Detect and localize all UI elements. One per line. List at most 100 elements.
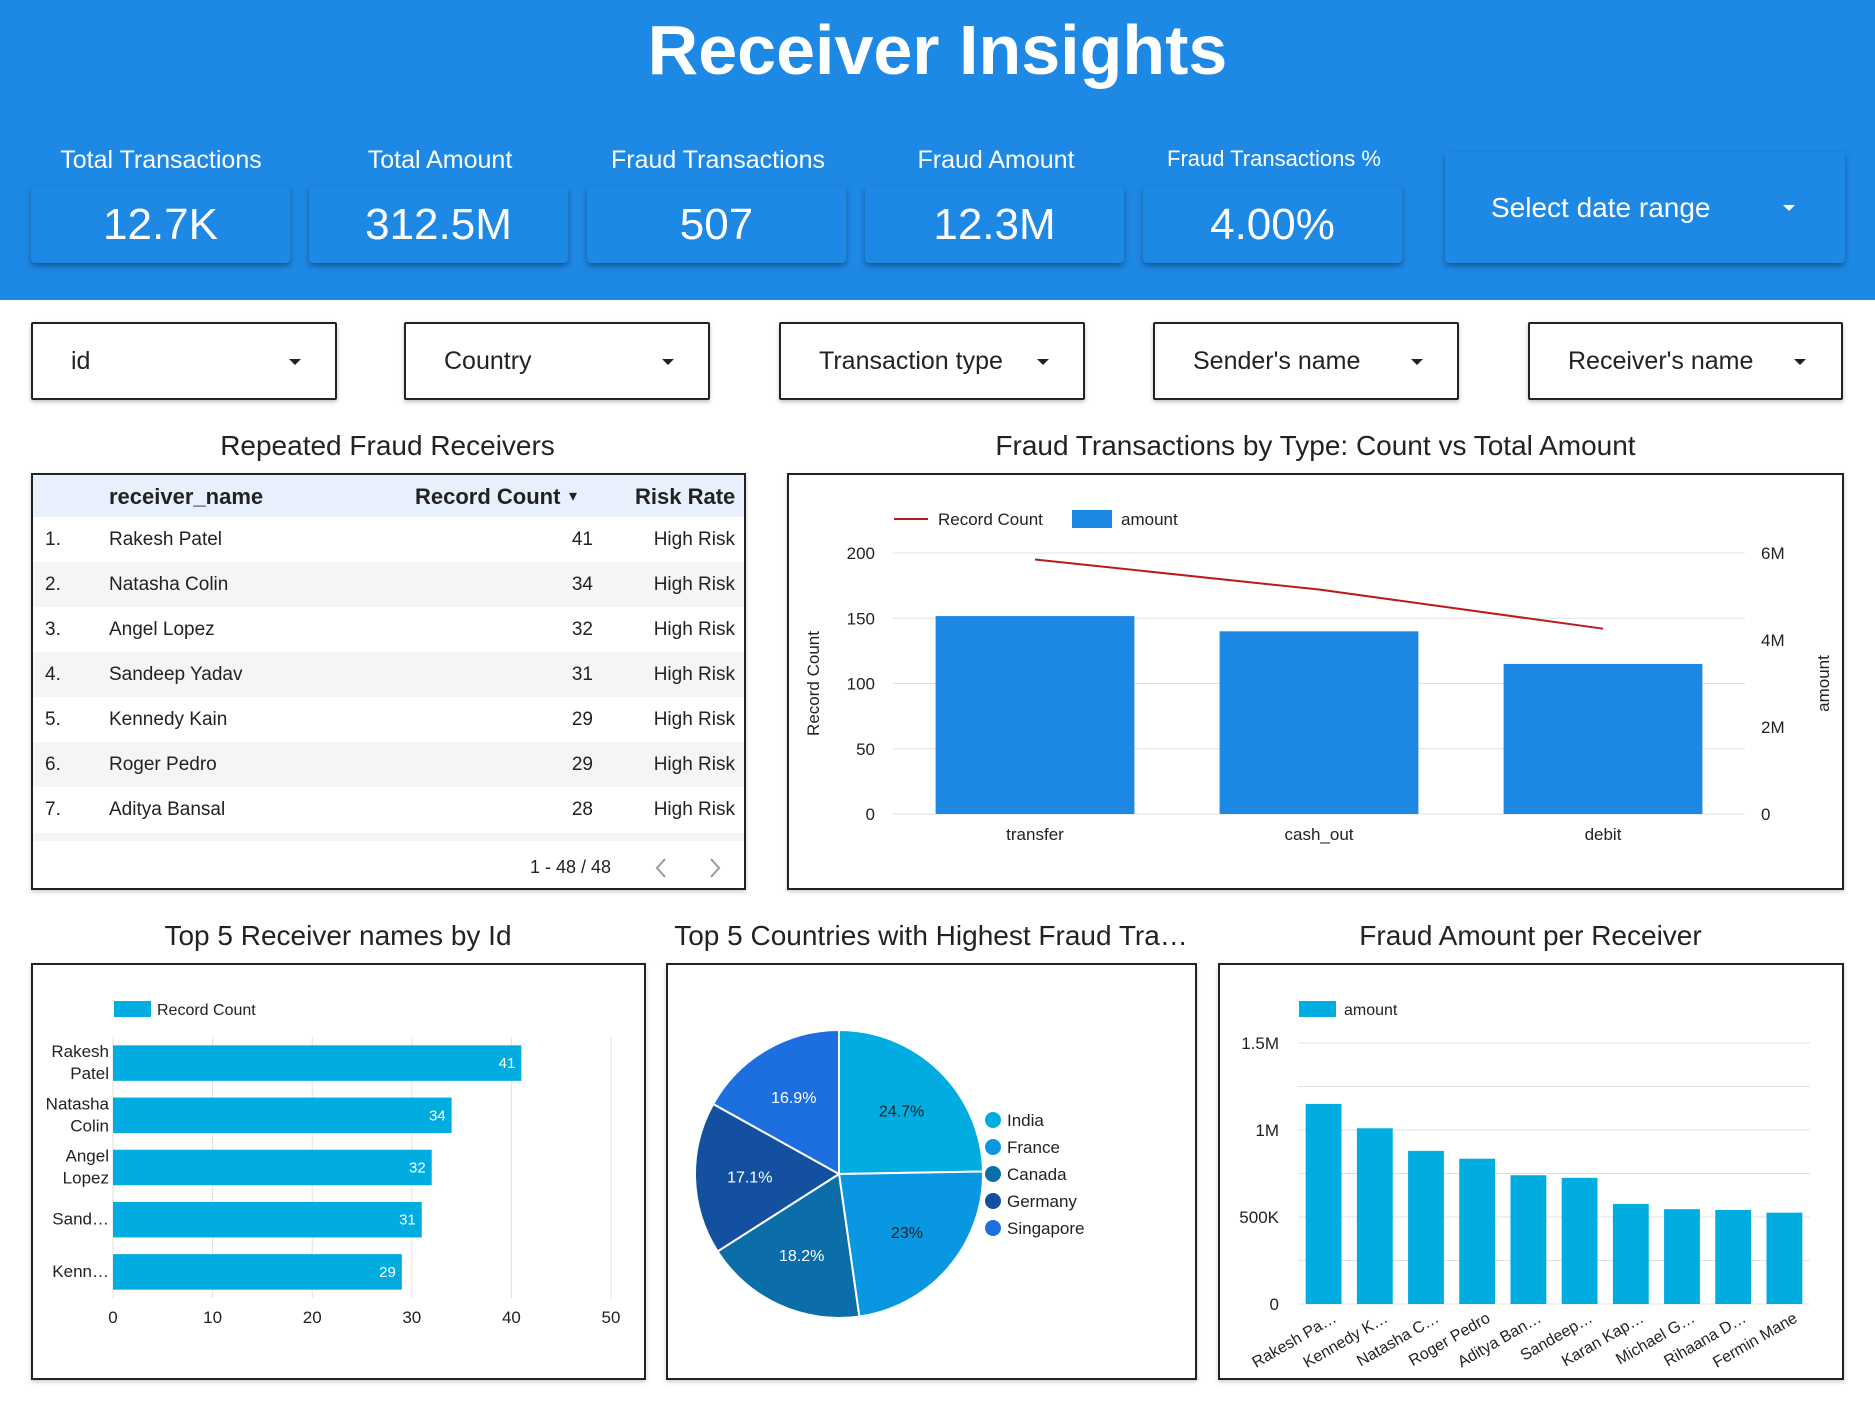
table-row[interactable]: 4. Sandeep Yadav 31 High Risk <box>33 652 744 697</box>
legend-label: amount <box>1344 1002 1398 1019</box>
table-row[interactable]: 7. Aditya Bansal 28 High Risk <box>33 787 744 832</box>
filter-id[interactable]: id <box>31 322 337 400</box>
hbar-chart: 0 10 20 30 40 50 41 Rakesh Patel 34 Natasha Colin 32… <box>46 1001 621 1327</box>
kpi-value-total-amount: 312.5M <box>365 199 512 249</box>
bar[interactable] <box>1561 1177 1598 1304</box>
y-axis-label: Record Count <box>804 631 823 736</box>
bar[interactable] <box>1664 1209 1700 1304</box>
legend-label: Singapore <box>1007 1219 1085 1238</box>
x-tick-label: 0 <box>108 1308 117 1327</box>
risk-rate-cell: High Risk <box>653 799 735 820</box>
data-label: 16.9% <box>771 1090 816 1107</box>
bar[interactable] <box>1305 1103 1342 1304</box>
data-label: 34 <box>429 1107 446 1124</box>
bar[interactable] <box>1766 1212 1803 1304</box>
y-tick-label: Rakesh <box>51 1042 109 1061</box>
receiver-name-cell: Kennedy Kain <box>109 709 228 730</box>
bar[interactable] <box>1510 1175 1547 1304</box>
x-tick-label: debit <box>1585 825 1622 844</box>
filter-label: Transaction type <box>819 346 1003 375</box>
risk-rate-cell: High Risk <box>653 619 735 640</box>
legend-bar-swatch <box>1072 510 1112 528</box>
chevron-right-icon[interactable] <box>710 858 721 878</box>
row-index: 2. <box>45 574 61 595</box>
bar[interactable] <box>1459 1158 1496 1304</box>
bar[interactable] <box>1219 631 1419 814</box>
receiver-name-cell: Natasha Colin <box>109 574 229 595</box>
bar[interactable] <box>1503 663 1703 814</box>
legend-bar-swatch <box>1299 1001 1336 1017</box>
page-title: Receiver Insights <box>647 11 1228 89</box>
pie-slice[interactable] <box>716 1172 861 1319</box>
y-right-tick-label: 4M <box>1761 631 1785 650</box>
table-row[interactable]: 6. Roger Pedro 29 High Risk <box>33 742 744 787</box>
bar[interactable] <box>113 1149 432 1186</box>
y-tick-label: 1M <box>1255 1121 1279 1140</box>
row-index: 5. <box>45 709 61 730</box>
series-line[interactable] <box>1034 558 1604 630</box>
risk-rate-cell: High Risk <box>653 529 735 550</box>
column-header-risk-rate[interactable]: Risk Rate <box>635 484 736 509</box>
y-tick-label: 0 <box>1270 1295 1279 1314</box>
legend-label: France <box>1007 1138 1060 1157</box>
filter-receivers-name[interactable]: Receiver's name <box>1528 322 1843 400</box>
data-label: 32 <box>409 1160 426 1177</box>
repeated-fraud-table: receiver_name Record Count ▾ Risk Rate 1… <box>31 473 746 890</box>
bar[interactable] <box>1356 1128 1393 1304</box>
bar[interactable] <box>113 1254 402 1290</box>
kpi-value-fraud-amount: 12.3M <box>933 199 1056 249</box>
sort-descending-icon[interactable]: ▾ <box>569 488 578 505</box>
y-right-tick-label: 0 <box>1761 805 1770 824</box>
chart-panel-countries: 24.7% 23% 18.2% 17.1% 16.9% India France Canada… <box>666 963 1197 1380</box>
combo-chart: 0 50 100 150 200 0 2M 4M 6M Record Count amount tra… <box>804 510 1833 844</box>
chevron-down-icon <box>1411 359 1423 365</box>
y-tick-label: Sand… <box>52 1210 109 1229</box>
bar[interactable] <box>1408 1150 1444 1304</box>
y-right-axis-label: amount <box>1814 655 1833 712</box>
pie-slice[interactable] <box>694 1102 841 1253</box>
column-header-record-count[interactable]: Record Count <box>415 484 561 509</box>
x-tick-label: 50 <box>602 1308 621 1327</box>
table-row[interactable]: 3. Angel Lopez 32 High Risk <box>33 607 744 652</box>
receiver-name-cell: Roger Pedro <box>109 754 217 775</box>
table-row[interactable]: 2. Natasha Colin 34 High Risk <box>33 562 744 607</box>
y-tick-label: Natasha <box>46 1094 110 1113</box>
filter-senders-name[interactable]: Sender's name <box>1153 322 1459 400</box>
chevron-down-icon <box>289 359 301 365</box>
bar[interactable] <box>1612 1203 1649 1304</box>
y-tick-label: 150 <box>847 609 875 628</box>
pie-slice[interactable] <box>838 1028 984 1176</box>
column-header-receiver-name[interactable]: receiver_name <box>109 484 264 509</box>
record-count-cell: 29 <box>571 754 593 775</box>
filter-country[interactable]: Country <box>404 322 710 400</box>
bar[interactable] <box>935 616 1135 814</box>
chevron-down-icon <box>1794 359 1806 365</box>
kpi-card-fraud-amount: 12.3M <box>865 186 1124 263</box>
data-label: 31 <box>399 1212 416 1229</box>
record-count-cell: 34 <box>571 574 593 595</box>
risk-rate-cell: High Risk <box>653 709 735 730</box>
table-row[interactable]: 1. Rakesh Patel 41 High Risk <box>33 517 744 562</box>
legend-label: India <box>1007 1111 1044 1130</box>
record-count-cell: 41 <box>571 529 593 550</box>
bar[interactable] <box>1715 1210 1752 1304</box>
filter-label: Sender's name <box>1193 346 1361 375</box>
chevron-left-icon[interactable] <box>655 858 666 878</box>
kpi-value-fraud-transactions: 507 <box>679 199 754 249</box>
bar[interactable] <box>113 1201 422 1238</box>
filter-transaction-type[interactable]: Transaction type <box>779 322 1085 400</box>
table-row[interactable]: 5. Kennedy Kain 29 High Risk <box>33 697 744 742</box>
pagination-label: 1 - 48 / 48 <box>530 857 612 877</box>
bar[interactable] <box>113 1097 452 1134</box>
bar[interactable] <box>113 1045 522 1081</box>
pie-slice[interactable] <box>711 1028 840 1176</box>
kpi-card-total-amount: 312.5M <box>309 186 568 263</box>
risk-rate-cell: High Risk <box>653 574 735 595</box>
row-index: 7. <box>45 799 61 820</box>
date-range-picker[interactable]: Select date range <box>1445 152 1845 263</box>
legend-label: Germany <box>1007 1192 1077 1211</box>
data-label: 29 <box>379 1264 396 1281</box>
pie-slice[interactable] <box>837 1170 984 1318</box>
chevron-down-icon <box>662 359 674 365</box>
